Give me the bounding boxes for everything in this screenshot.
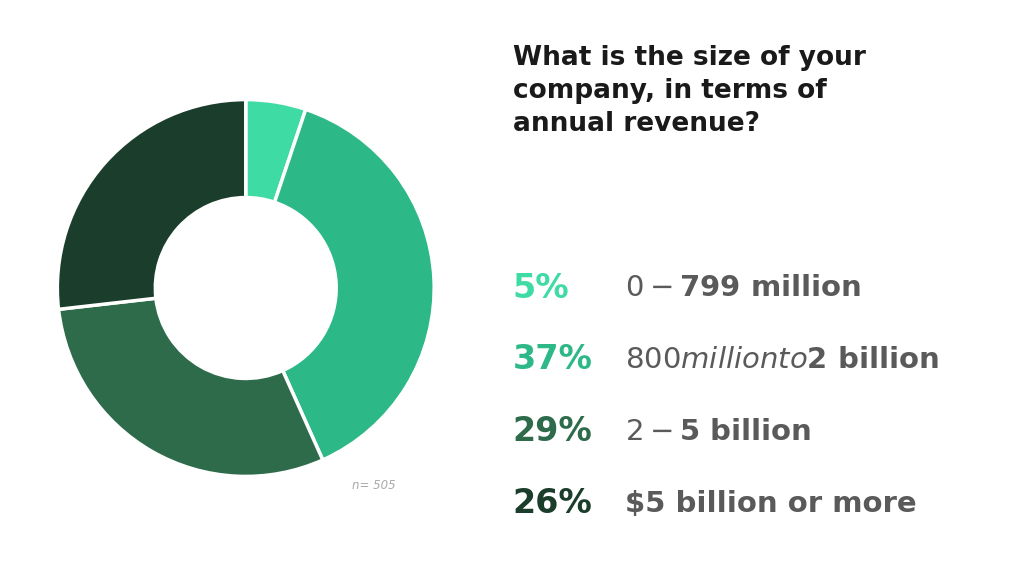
Text: 29%: 29%: [513, 415, 593, 448]
Wedge shape: [57, 100, 246, 309]
Text: What is the size of your
company, in terms of
annual revenue?: What is the size of your company, in ter…: [513, 45, 865, 137]
Text: 5%: 5%: [513, 271, 569, 305]
Text: $2-$5 billion: $2-$5 billion: [625, 418, 811, 446]
Text: $800 million to $2 billion: $800 million to $2 billion: [625, 346, 938, 374]
Wedge shape: [274, 109, 434, 460]
Text: $0-$799 million: $0-$799 million: [625, 274, 860, 302]
Text: 26%: 26%: [513, 487, 593, 520]
Text: 37%: 37%: [513, 343, 593, 376]
Wedge shape: [58, 298, 323, 476]
Text: n= 505: n= 505: [352, 479, 395, 492]
Wedge shape: [246, 100, 306, 202]
Text: $5 billion or more: $5 billion or more: [625, 490, 916, 518]
